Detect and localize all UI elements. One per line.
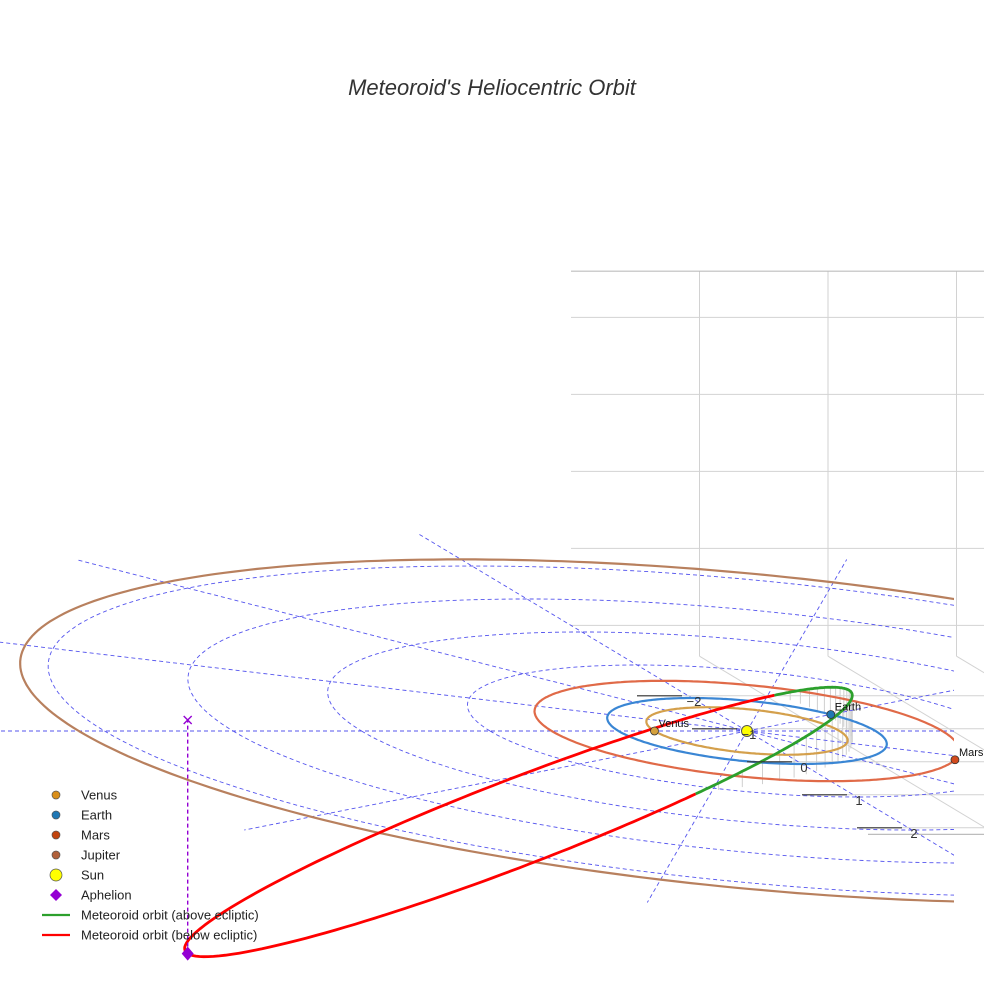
polar-ring [187, 598, 954, 864]
chart-title: Meteoroid's Heliocentric Orbit [348, 75, 637, 100]
legend-label: Meteoroid orbit (below ecliptic) [81, 928, 257, 943]
mars-marker [950, 755, 960, 765]
legend-item[interactable]: Venus [51, 788, 118, 803]
legend-circle-swatch [51, 810, 61, 820]
orbit-below-ecliptic [187, 792, 697, 959]
planet-orbits [19, 558, 954, 903]
legend-item[interactable]: Sun [49, 868, 104, 883]
legend-label: Jupiter [81, 848, 121, 863]
y-tick-label: 2 [910, 826, 917, 841]
legend-diamond-swatch [50, 889, 62, 901]
venus-label: Venus [658, 718, 689, 730]
legend-item[interactable]: Earth [51, 808, 112, 823]
legend-circle-swatch [51, 790, 61, 800]
orbit-below-ecliptic [183, 693, 775, 955]
legend-item[interactable]: Jupiter [51, 848, 121, 863]
legend-label: Earth [81, 808, 112, 823]
meteoroid-orbit [183, 685, 854, 959]
venus-orbit [645, 706, 849, 756]
legend[interactable]: Venus Earth Mars Jupiter Sun Aphelion Meteoroi… [42, 788, 259, 943]
axis-ticks: −5−4−3−2−1−2−101201234 [637, 694, 918, 841]
legend-item[interactable]: Mars [51, 828, 110, 843]
mars-label: Mars [959, 747, 984, 759]
sun-marker [741, 725, 753, 737]
legend-circle-swatch [51, 850, 61, 860]
polar-spoke [746, 730, 954, 785]
grid-line [956, 655, 984, 674]
y-tick-label: −2 [687, 694, 702, 709]
legend-label: Meteoroid orbit (above ecliptic) [81, 908, 259, 923]
legend-item[interactable]: Aphelion [50, 888, 132, 903]
polar-spoke [746, 730, 954, 856]
markers: Venus Earth Mars [181, 702, 984, 961]
earth-marker [826, 710, 836, 719]
y-tick-label: 1 [855, 793, 862, 808]
legend-circle-swatch [49, 868, 63, 882]
polar-spoke [746, 689, 954, 732]
legend-circle-swatch [51, 830, 61, 840]
legend-label: Venus [81, 788, 118, 803]
legend-item[interactable]: Meteoroid orbit (above ecliptic) [42, 908, 259, 923]
grid-line [827, 655, 984, 751]
earth-label: Earth [835, 702, 861, 714]
polar-spoke [646, 730, 748, 903]
aphelion-marker [181, 946, 194, 961]
jupiter-orbit [19, 558, 954, 903]
polar-spoke [75, 559, 748, 732]
axis-box [571, 270, 984, 835]
mars-orbit [533, 679, 954, 783]
legend-item[interactable]: Meteoroid orbit (below ecliptic) [42, 928, 257, 943]
polar-ring [47, 565, 954, 896]
orbit-above-ecliptic [695, 685, 854, 796]
legend-label: Aphelion [81, 888, 132, 903]
y-tick-label: −1 [742, 727, 757, 742]
earth-orbit [606, 696, 888, 766]
y-tick-label: 0 [800, 760, 807, 775]
polar-spoke [746, 559, 848, 732]
venus-marker [650, 726, 659, 736]
ecliptic-polar-grid [0, 532, 954, 903]
legend-label: Sun [81, 868, 104, 883]
aphelion-projection-marker [183, 715, 193, 725]
legend-label: Mars [81, 828, 110, 843]
